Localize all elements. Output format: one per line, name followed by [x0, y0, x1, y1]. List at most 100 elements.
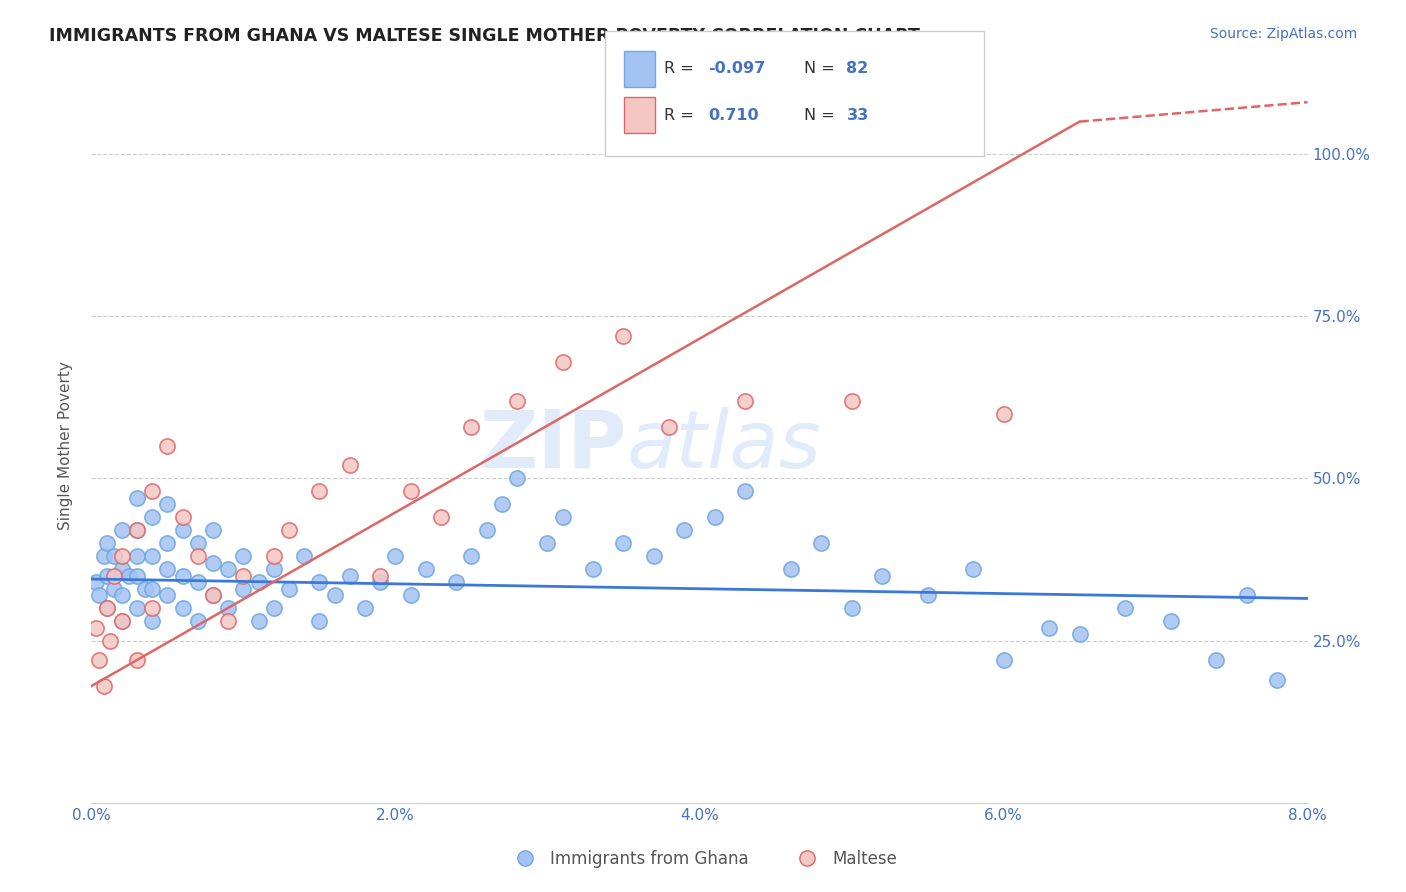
Point: [96, 536, 118, 550]
Point: [993, 653, 1015, 667]
Point: [87, 653, 110, 667]
Text: N =: N =: [804, 62, 841, 76]
Point: [734, 484, 756, 499]
Text: ZIP: ZIP: [479, 407, 627, 485]
Point: [156, 439, 179, 453]
Point: [703, 510, 725, 524]
Text: Source: ZipAtlas.com: Source: ZipAtlas.com: [1209, 27, 1357, 41]
Point: [125, 524, 148, 538]
Point: [156, 497, 179, 511]
Point: [551, 510, 574, 524]
Text: N =: N =: [804, 108, 841, 122]
Point: [1236, 588, 1258, 602]
Point: [141, 484, 163, 499]
Point: [247, 575, 270, 590]
Point: [1114, 601, 1136, 615]
Point: [111, 588, 134, 602]
Point: [141, 549, 163, 564]
Point: [1038, 621, 1060, 635]
Point: [96, 601, 118, 615]
Point: [125, 568, 148, 582]
Point: [84, 621, 107, 635]
Point: [962, 562, 984, 576]
Point: [111, 524, 134, 538]
Point: [339, 568, 361, 582]
Text: R =: R =: [664, 62, 699, 76]
Point: [202, 556, 225, 570]
Point: [308, 614, 330, 628]
Point: [103, 568, 125, 582]
Point: [444, 575, 467, 590]
Point: [141, 582, 163, 596]
Point: [658, 419, 681, 434]
Point: [308, 575, 330, 590]
Point: [202, 588, 225, 602]
Point: [96, 601, 118, 615]
Y-axis label: Single Mother Poverty: Single Mother Poverty: [58, 361, 73, 531]
Point: [1160, 614, 1182, 628]
Point: [156, 588, 179, 602]
Point: [323, 588, 346, 602]
Point: [536, 536, 558, 550]
Point: [734, 393, 756, 408]
Point: [1069, 627, 1091, 641]
Point: [125, 653, 148, 667]
Point: [263, 562, 285, 576]
Text: 82: 82: [846, 62, 869, 76]
Point: [141, 601, 163, 615]
Point: [187, 536, 209, 550]
Point: [1265, 673, 1288, 687]
Point: [582, 562, 605, 576]
Point: [841, 393, 863, 408]
Point: [612, 328, 634, 343]
Point: [354, 601, 377, 615]
Point: [202, 588, 225, 602]
Point: [1205, 653, 1227, 667]
Text: -0.097: -0.097: [709, 62, 766, 76]
Point: [111, 549, 134, 564]
Point: [917, 588, 939, 602]
Point: [460, 419, 482, 434]
Point: [993, 407, 1015, 421]
Point: [263, 601, 285, 615]
Point: [308, 484, 330, 499]
Point: [841, 601, 863, 615]
Point: [779, 562, 801, 576]
Point: [187, 575, 209, 590]
Point: [98, 633, 121, 648]
Point: [217, 614, 239, 628]
Point: [141, 614, 163, 628]
Point: [84, 575, 107, 590]
Text: R =: R =: [664, 108, 699, 122]
Point: [111, 614, 134, 628]
Point: [368, 575, 391, 590]
Point: [232, 549, 254, 564]
Point: [156, 562, 179, 576]
Point: [141, 510, 163, 524]
Text: 0.710: 0.710: [709, 108, 759, 122]
Point: [278, 582, 301, 596]
Point: [187, 549, 209, 564]
Point: [870, 568, 893, 582]
Point: [96, 568, 118, 582]
Point: [491, 497, 513, 511]
Point: [551, 354, 574, 368]
Point: [103, 582, 125, 596]
Point: [643, 549, 665, 564]
Point: [103, 549, 125, 564]
Point: [612, 536, 634, 550]
Point: [506, 393, 529, 408]
Point: [415, 562, 437, 576]
Point: [125, 601, 148, 615]
Point: [156, 536, 179, 550]
Text: IMMIGRANTS FROM GHANA VS MALTESE SINGLE MOTHER POVERTY CORRELATION CHART: IMMIGRANTS FROM GHANA VS MALTESE SINGLE …: [49, 27, 920, 45]
Text: 33: 33: [846, 108, 869, 122]
Point: [87, 588, 110, 602]
Point: [172, 568, 194, 582]
Point: [93, 679, 115, 693]
Point: [263, 549, 285, 564]
Point: [125, 524, 148, 538]
Point: [118, 568, 141, 582]
Text: atlas: atlas: [627, 407, 821, 485]
Point: [673, 524, 696, 538]
